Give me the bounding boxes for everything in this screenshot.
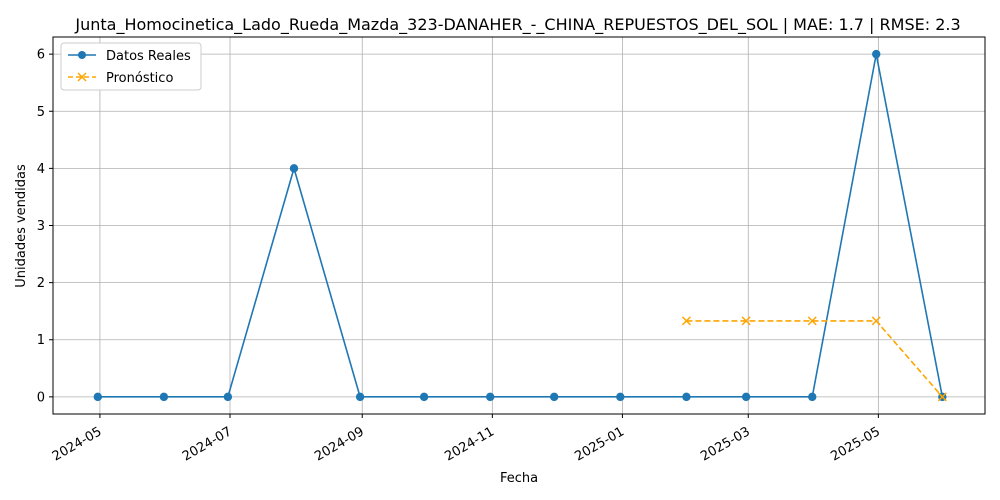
data-point-datos-reales bbox=[549, 392, 559, 402]
data-point-pronostico bbox=[937, 392, 947, 402]
chart-title: Junta_Homocinetica_Lado_Rueda_Mazda_323-… bbox=[74, 15, 960, 35]
x-tick-label: 2024-07 bbox=[180, 424, 235, 464]
y-tick-label: 1 bbox=[37, 333, 45, 348]
data-point-datos-reales bbox=[419, 392, 429, 402]
y-tick-label: 6 bbox=[37, 48, 45, 63]
data-point-datos-reales bbox=[741, 392, 751, 402]
x-axis: 2024-05 2024-07 2024-09 2024-11 2025-01 2025-… bbox=[50, 414, 883, 465]
series-layer bbox=[93, 49, 947, 402]
x-tick-label: 2025-03 bbox=[698, 424, 753, 464]
x-tick-label: 2024-05 bbox=[50, 424, 105, 464]
y-tick-label: 5 bbox=[37, 105, 45, 120]
legend-label-pronostico: Pronóstico bbox=[106, 71, 173, 86]
x-tick-label: 2025-01 bbox=[572, 424, 627, 464]
y-tick-label: 3 bbox=[37, 219, 45, 234]
data-point-pronostico bbox=[681, 316, 691, 326]
y-tick-label: 0 bbox=[37, 390, 45, 405]
x-tick-label: 2025-05 bbox=[828, 424, 883, 464]
data-point-datos-reales bbox=[808, 392, 817, 402]
data-point-pronostico bbox=[741, 316, 751, 326]
data-point-datos-reales bbox=[872, 49, 881, 59]
y-axis: 0 1 2 3 4 5 6 bbox=[37, 48, 53, 405]
data-point-datos-reales bbox=[289, 164, 299, 173]
grid-lines bbox=[53, 37, 985, 414]
data-point-datos-reales bbox=[355, 392, 365, 402]
data-point-pronostico bbox=[807, 316, 817, 326]
y-axis-label: Unidades vendidas bbox=[14, 164, 29, 288]
y-tick-label: 4 bbox=[37, 162, 45, 177]
data-point-datos-reales bbox=[223, 392, 233, 402]
data-point-datos-reales bbox=[486, 392, 495, 402]
x-tick-label: 2024-09 bbox=[312, 424, 367, 464]
series-line-datos-reales bbox=[97, 53, 944, 398]
x-tick-label: 2024-11 bbox=[442, 424, 497, 464]
data-point-datos-reales bbox=[93, 392, 102, 402]
y-tick-label: 2 bbox=[37, 276, 45, 291]
x-axis-label: Fecha bbox=[500, 471, 538, 486]
data-point-datos-reales bbox=[616, 392, 625, 402]
data-point-datos-reales bbox=[682, 392, 691, 402]
legend-marker-pronostico bbox=[77, 72, 87, 82]
series-line-pronostico bbox=[686, 320, 943, 398]
data-point-pronostico bbox=[871, 316, 881, 326]
legend-label-datos-reales: Datos Reales bbox=[106, 49, 191, 64]
legend: Datos Reales Pronóstico bbox=[60, 42, 202, 91]
data-point-datos-reales bbox=[159, 392, 169, 402]
legend-marker-datos-reales bbox=[78, 51, 86, 59]
